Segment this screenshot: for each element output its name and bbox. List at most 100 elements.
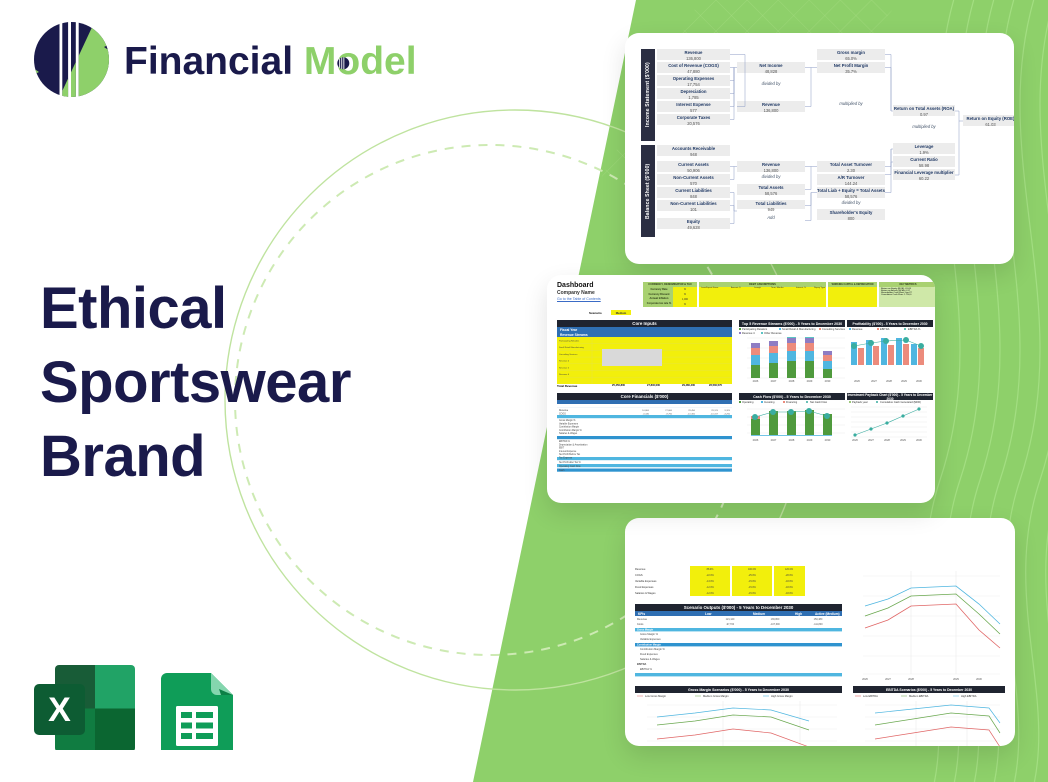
svg-text:X: X: [48, 691, 71, 729]
svg-text:-10,157: -10,157: [711, 413, 719, 415]
svg-text:Other Revenue: Other Revenue: [764, 331, 782, 335]
svg-text:2027: 2027: [885, 677, 891, 681]
svg-text:Fixed Expenses: Fixed Expenses: [635, 585, 654, 589]
svg-text:2029: 2029: [807, 379, 813, 383]
svg-text:Revenue 4: Revenue 4: [742, 331, 755, 335]
svg-text:2026: 2026: [862, 677, 868, 681]
svg-text:Contribution Margin %: Contribution Margin %: [640, 648, 666, 651]
svg-text:EBITDA: EBITDA: [637, 663, 647, 666]
svg-text:-22.0%: -22.0%: [706, 574, 714, 577]
svg-text:Participating Retailers: Participating Retailers: [742, 328, 768, 331]
svg-text:COGS: COGS: [635, 573, 643, 577]
svg-text:-5,340: -5,340: [643, 413, 650, 415]
svg-text:2029: 2029: [807, 438, 813, 442]
svg-text:Small Retail Manufacturing: Small Retail Manufacturing: [559, 346, 585, 349]
svg-text:-15.0%: -15.0%: [748, 580, 756, 583]
svg-text:-18.0%: -18.0%: [785, 592, 793, 595]
svg-text:-18.0%: -18.0%: [785, 580, 793, 583]
svg-text:Depreciation & Amortization: Depreciation & Amortization: [559, 443, 588, 446]
svg-text:2026: 2026: [753, 379, 759, 383]
svg-text:High Gross Margin: High Gross Margin: [771, 695, 793, 698]
svg-text:29,125: 29,125: [711, 410, 718, 412]
svg-text:EBITDA %: EBITDA %: [908, 328, 921, 331]
svg-text:Revenue: Revenue: [559, 410, 569, 412]
svg-text:16,800: 16,800: [642, 410, 649, 412]
svg-text:Salaries & Wages: Salaries & Wages: [640, 658, 661, 661]
svg-text:Medium Gross Margin: Medium Gross Margin: [703, 695, 729, 698]
svg-text:2027: 2027: [871, 379, 877, 383]
svg-text:2030: 2030: [825, 379, 831, 383]
svg-text:COGS: COGS: [559, 413, 566, 415]
svg-text:-13.0%: -13.0%: [706, 580, 714, 583]
svg-text:Consulting Services: Consulting Services: [559, 353, 577, 356]
svg-text:-18.0%: -18.0%: [785, 586, 793, 589]
svg-text:Financing: Financing: [786, 401, 798, 404]
svg-text:120.0%: 120.0%: [785, 568, 794, 571]
svg-text:2030: 2030: [916, 379, 922, 383]
svg-text:2029: 2029: [901, 379, 907, 383]
svg-text:2030: 2030: [976, 677, 982, 681]
svg-text:Gross Margin %: Gross Margin %: [559, 419, 575, 422]
svg-text:Variable Expenses: Variable Expenses: [640, 638, 661, 641]
svg-text:2030: 2030: [916, 438, 922, 442]
svg-text:-15.0%: -15.0%: [748, 586, 756, 589]
svg-text:29,450: 29,450: [688, 410, 695, 412]
svg-text:Revenue: Revenue: [852, 328, 863, 331]
svg-text:Low Gross Margin: Low Gross Margin: [645, 695, 667, 698]
svg-text:EBITDA: EBITDA: [880, 328, 890, 331]
svg-text:-107,600: -107,600: [770, 623, 780, 626]
svg-text:Salaries & Wages: Salaries & Wages: [635, 591, 656, 595]
svg-text:136,800: 136,800: [771, 618, 780, 621]
svg-text:Net Profit Before Tax: Net Profit Before Tax: [559, 453, 581, 456]
svg-text:Revenue 6: Revenue 6: [559, 374, 570, 376]
svg-text:Variable Expenses: Variable Expenses: [559, 422, 579, 425]
svg-text:-12.0%: -12.0%: [706, 592, 714, 595]
svg-text:2026: 2026: [753, 438, 759, 442]
svg-text:High EBITDA: High EBITDA: [961, 695, 977, 698]
svg-text:2028: 2028: [908, 677, 914, 681]
svg-text:Costs: Costs: [637, 623, 644, 626]
svg-text:Revenue 4: Revenue 4: [559, 361, 570, 363]
svg-text:2026: 2026: [854, 379, 860, 383]
svg-text:Contribution Margin %: Contribution Margin %: [559, 429, 582, 432]
svg-text:Consulting Services: Consulting Services: [822, 328, 845, 331]
svg-text:Revenue 5: Revenue 5: [559, 367, 570, 369]
svg-text:-3,250: -3,250: [724, 413, 731, 415]
svg-text:Net Cash Flow: Net Cash Flow: [810, 401, 827, 404]
svg-text:Tax Expense: Tax Expense: [559, 458, 573, 460]
svg-text:100.0%: 100.0%: [748, 568, 757, 571]
svg-text:Interest Expense: Interest Expense: [559, 450, 577, 453]
svg-text:Revenue: Revenue: [637, 618, 648, 621]
svg-text:Gross Margin %: Gross Margin %: [640, 633, 659, 636]
svg-text:2030: 2030: [825, 438, 831, 442]
svg-text:Gross Margin: Gross Margin: [637, 629, 654, 632]
svg-text:Investing: Investing: [764, 401, 775, 404]
svg-text:2029: 2029: [953, 677, 959, 681]
svg-text:Variable Expenses: Variable Expenses: [635, 579, 657, 583]
svg-text:Net Profit after Tax %: Net Profit after Tax %: [559, 461, 581, 464]
svg-text:-25.0%: -25.0%: [748, 574, 756, 577]
svg-text:Cumulative Cash Generated ($00: Cumulative Cash Generated ($000): [880, 401, 921, 404]
svg-text:9,325: 9,325: [725, 410, 731, 412]
svg-text:Participating Retailers: Participating Retailers: [559, 340, 579, 343]
svg-text:Contribution Margin: Contribution Margin: [637, 644, 661, 647]
svg-text:150,480: 150,480: [814, 618, 823, 621]
svg-text:-9,760: -9,760: [666, 413, 673, 415]
svg-text:121,120: 121,120: [726, 618, 735, 621]
svg-text:EBIT: EBIT: [559, 448, 565, 450]
svg-text:Medium EBITDA: Medium EBITDA: [909, 695, 929, 698]
svg-text:Operating: Operating: [742, 401, 754, 404]
svg-text:Payback year: Payback year: [852, 401, 868, 404]
svg-text:-97,700: -97,700: [726, 623, 735, 626]
svg-text:2028: 2028: [886, 379, 892, 383]
svg-text:Operating Cash Flow: Operating Cash Flow: [559, 465, 581, 468]
svg-text:2027: 2027: [771, 438, 777, 442]
svg-text:Low EBITDA: Low EBITDA: [863, 695, 878, 698]
svg-text:-111,800: -111,800: [813, 623, 823, 626]
svg-text:2028: 2028: [789, 438, 795, 442]
svg-text:Revenue: Revenue: [635, 567, 646, 571]
svg-text:Fixed Expenses: Fixed Expenses: [640, 653, 659, 656]
svg-text:Contribution Margin: Contribution Margin: [559, 426, 580, 429]
svg-text:Financial Model: Financial Model: [124, 40, 417, 83]
svg-text:2029: 2029: [900, 438, 906, 442]
